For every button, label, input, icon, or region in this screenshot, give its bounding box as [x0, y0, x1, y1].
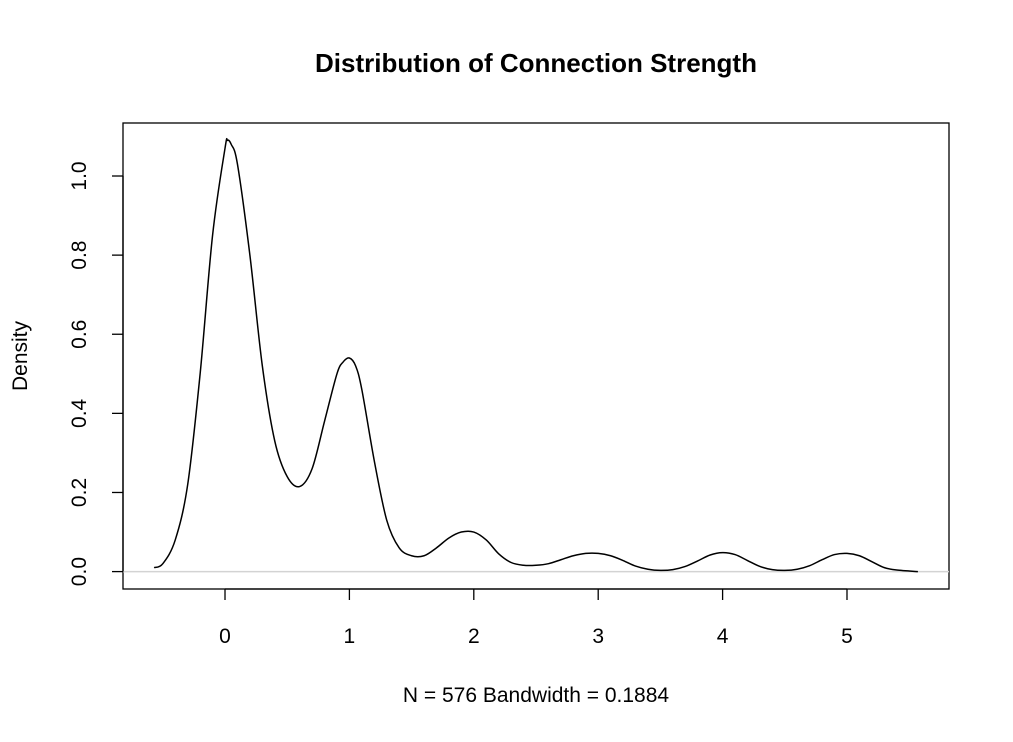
x-tick-label: 5	[841, 625, 853, 648]
y-tick-label: 0.8	[68, 241, 91, 270]
y-tick-label: 0.4	[68, 398, 91, 428]
x-axis-label: N = 576 Bandwidth = 0.1884	[403, 684, 670, 707]
plot-frame	[122, 122, 950, 590]
x-tick-label: 2	[468, 625, 480, 648]
x-tick-label: 3	[592, 625, 604, 648]
density-curve	[153, 137, 918, 573]
x-tick-label: 4	[717, 625, 729, 648]
y-axis: 0.0 0.2 0.4 0.6 0.8 1.0	[68, 161, 124, 586]
x-tick-label: 1	[344, 625, 356, 648]
x-axis: 0 1 2 3 4 5	[219, 588, 853, 648]
y-tick-label: 1.0	[68, 161, 91, 190]
y-tick-label: 0.0	[68, 557, 91, 586]
y-axis-label: Density	[9, 320, 32, 391]
x-tick-label: 0	[219, 625, 231, 648]
y-tick-label: 0.6	[68, 320, 91, 349]
chart-title: Distribution of Connection Strength	[315, 48, 757, 78]
y-tick-label: 0.2	[68, 478, 91, 507]
